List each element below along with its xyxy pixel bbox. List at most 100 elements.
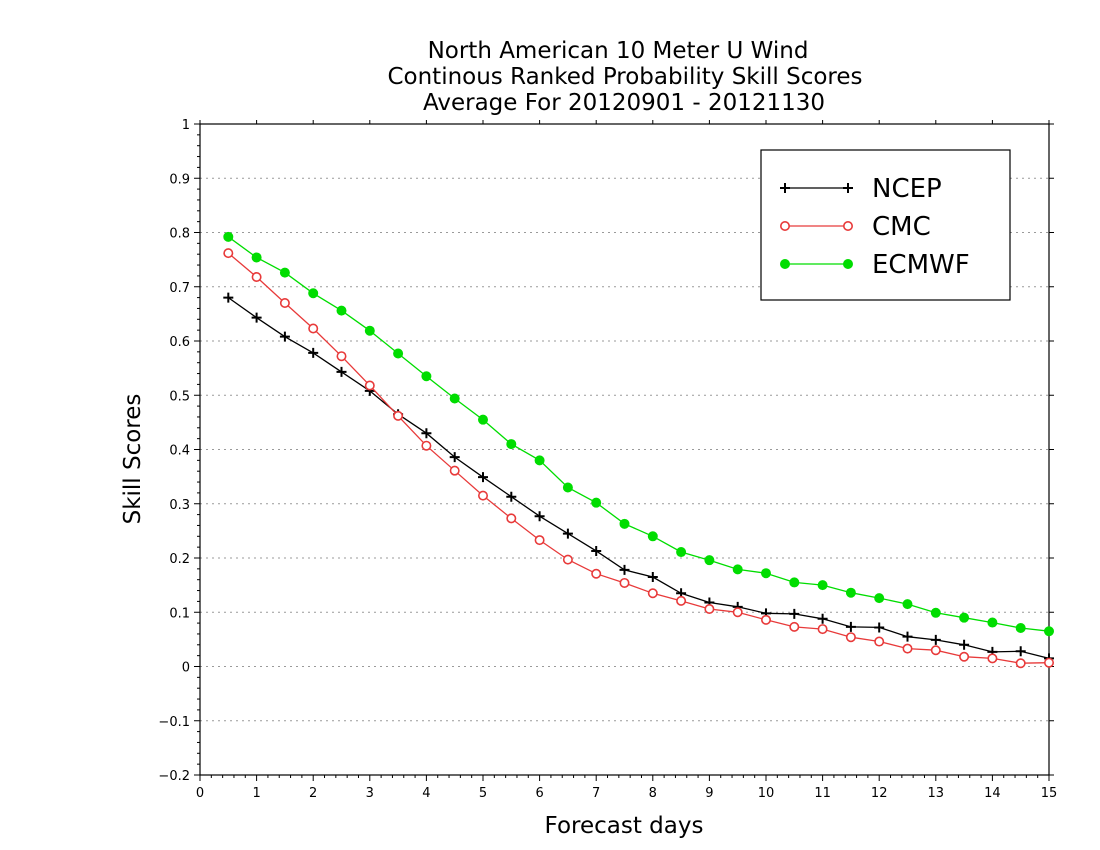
legend-label-ncep: NCEP (872, 174, 942, 204)
data-point-ncep (223, 292, 234, 303)
data-point-ecmwf (506, 439, 517, 450)
data-point-cmc (817, 624, 828, 635)
legend-box (760, 149, 1011, 301)
x-tick-label: 0 (196, 786, 204, 801)
y-tick-label: 1 (182, 118, 190, 133)
data-point-ecmwf (279, 267, 290, 278)
data-point-cmc (987, 653, 998, 664)
x-tick-label: 1 (252, 786, 260, 801)
data-point-ncep (817, 613, 828, 624)
data-point-ncep (449, 452, 460, 463)
data-point-cmc (393, 410, 404, 421)
data-point-ncep (562, 528, 573, 539)
data-point-ecmwf (959, 612, 970, 623)
data-point-cmc (279, 298, 290, 309)
series-line-cmc (227, 252, 1050, 664)
data-point-ecmwf (930, 607, 941, 618)
x-tick-label: 13 (928, 786, 945, 801)
x-axis-label: Forecast days (545, 813, 704, 839)
y-axis-label: Skill Scores (120, 394, 146, 525)
x-tick-label: 14 (984, 786, 1001, 801)
y-tick-label: 0.9 (169, 172, 190, 187)
data-point-cmc (477, 490, 488, 501)
data-point-ncep (619, 564, 630, 575)
data-point-ncep (534, 511, 545, 522)
legend-item-ecmwf: ECMWF (780, 250, 970, 280)
data-point-ecmwf (874, 593, 885, 604)
y-tick-label: 0.4 (169, 444, 190, 459)
data-point-ecmwf (534, 455, 545, 466)
x-tick-label: 8 (649, 786, 657, 801)
data-point-ecmwf (478, 414, 488, 425)
data-point-cmc (421, 440, 432, 451)
y-axis: −0.2 −0.1 0 0.1 0.2 0.3 0.4 0.5 0.6 0.7 0.8 0.9 1 (158, 118, 1054, 784)
data-point-ncep (789, 608, 800, 619)
y-tick-label: 0.5 (169, 389, 190, 404)
data-point-cmc (732, 607, 743, 618)
data-point-cmc (506, 513, 517, 524)
legend-marker-ncep (843, 183, 853, 193)
data-point-ncep (1015, 646, 1026, 657)
data-point-ecmwf (364, 325, 375, 336)
legend-label-ecmwf: ECMWF (872, 250, 970, 280)
data-point-cmc (1015, 658, 1026, 669)
data-point-ncep (251, 312, 262, 323)
data-point-ecmwf (449, 393, 460, 404)
data-point-ncep (279, 331, 290, 342)
data-point-ecmwf (987, 617, 998, 628)
data-point-ncep (336, 366, 347, 377)
title-line-1: North American 10 Meter U Wind (428, 38, 809, 64)
data-point-ecmwf (1015, 622, 1026, 633)
x-tick-label: 4 (422, 786, 430, 801)
data-point-cmc (223, 248, 234, 259)
x-tick-label: 9 (705, 786, 713, 801)
legend-item-cmc: CMC (779, 212, 931, 242)
x-tick-label: 11 (814, 786, 831, 801)
y-tick-label: 0 (182, 661, 190, 676)
data-point-ecmwf (902, 599, 913, 610)
data-point-ncep (874, 622, 885, 633)
data-point-ncep (591, 545, 602, 556)
y-tick-label: 0.1 (169, 606, 190, 621)
data-point-cmc (676, 595, 687, 606)
title-line-2: Continous Ranked Probability Skill Score… (387, 64, 862, 90)
data-point-ncep (845, 621, 856, 632)
data-point-ncep (308, 347, 319, 358)
series-ncep (223, 292, 1054, 664)
x-tick-label: 2 (309, 786, 317, 801)
series-line-ncep (227, 297, 1050, 660)
series-layer (223, 231, 1055, 669)
data-point-ecmwf (336, 305, 347, 316)
x-axis: 0 1 2 3 4 5 6 7 8 9 10 11 12 13 14 15 (196, 120, 1057, 801)
legend-item-ncep: NCEP (780, 174, 942, 204)
y-tick-label: 0.7 (169, 281, 190, 296)
series-cmc (223, 248, 1055, 669)
data-point-cmc (562, 554, 573, 565)
title-line-3: Average For 20120901 - 20121130 (423, 90, 825, 116)
series-ecmwf (223, 231, 1054, 637)
data-point-ncep (647, 571, 658, 582)
y-tick-label: −0.2 (158, 769, 190, 784)
data-point-ecmwf (619, 518, 630, 529)
data-point-ecmwf (1044, 626, 1054, 637)
data-point-ecmwf (421, 371, 432, 382)
data-point-cmc (619, 577, 630, 588)
data-point-ecmwf (676, 547, 687, 558)
data-point-cmc (591, 568, 602, 579)
data-point-cmc (845, 632, 856, 643)
y-tick-label: 0.8 (169, 227, 190, 242)
data-point-cmc (959, 651, 970, 662)
data-point-ecmwf (562, 482, 573, 493)
data-point-cmc (902, 643, 913, 654)
legend-marker-ecmwf (780, 259, 790, 269)
data-point-cmc (874, 636, 885, 647)
data-point-ncep (930, 634, 941, 645)
x-tick-label: 7 (592, 786, 600, 801)
legend-marker-cmc (842, 221, 853, 232)
legend-marker-cmc (779, 221, 790, 232)
data-point-ncep (478, 472, 488, 483)
x-tick-label: 5 (479, 786, 487, 801)
x-tick-label: 6 (535, 786, 543, 801)
legend-marker-ncep (780, 183, 790, 193)
